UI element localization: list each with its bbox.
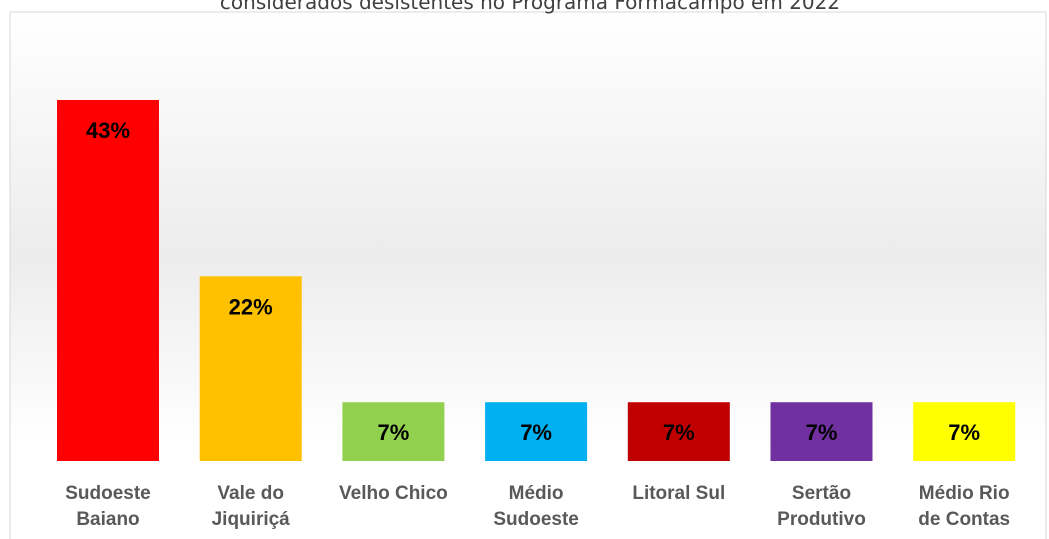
chart-title: considerados desistentes no Programa For… — [220, 0, 840, 14]
x-tick-label: Velho Chico — [339, 483, 448, 504]
x-tick-label: Sertão — [792, 483, 851, 504]
x-tick-label: Vale do — [217, 483, 284, 504]
bar — [913, 402, 1016, 461]
bar — [770, 402, 873, 461]
x-tick-label: Médio Rio — [919, 483, 1010, 504]
x-tick-label: Litoral Sul — [632, 483, 725, 504]
bar — [627, 402, 730, 461]
x-tick-label: Jiquiriçá — [212, 509, 291, 530]
bar — [342, 402, 445, 461]
x-tick-label: Produtivo — [777, 509, 866, 530]
x-tick-label: Sudoeste — [493, 509, 579, 530]
bar — [57, 100, 159, 461]
value-label: 43% — [86, 118, 130, 143]
value-label: 7% — [948, 420, 980, 445]
x-tick-label: Baiano — [76, 509, 139, 530]
value-label: 22% — [229, 294, 273, 319]
bar — [485, 402, 588, 461]
value-label: 7% — [378, 420, 410, 445]
value-label: 7% — [520, 420, 552, 445]
x-tick-label: de Contas — [918, 509, 1010, 530]
x-tick-label: Médio — [509, 483, 564, 504]
value-label: 7% — [663, 420, 695, 445]
value-label: 7% — [806, 420, 838, 445]
bar — [199, 276, 302, 461]
x-tick-label: Sudoeste — [65, 483, 151, 504]
